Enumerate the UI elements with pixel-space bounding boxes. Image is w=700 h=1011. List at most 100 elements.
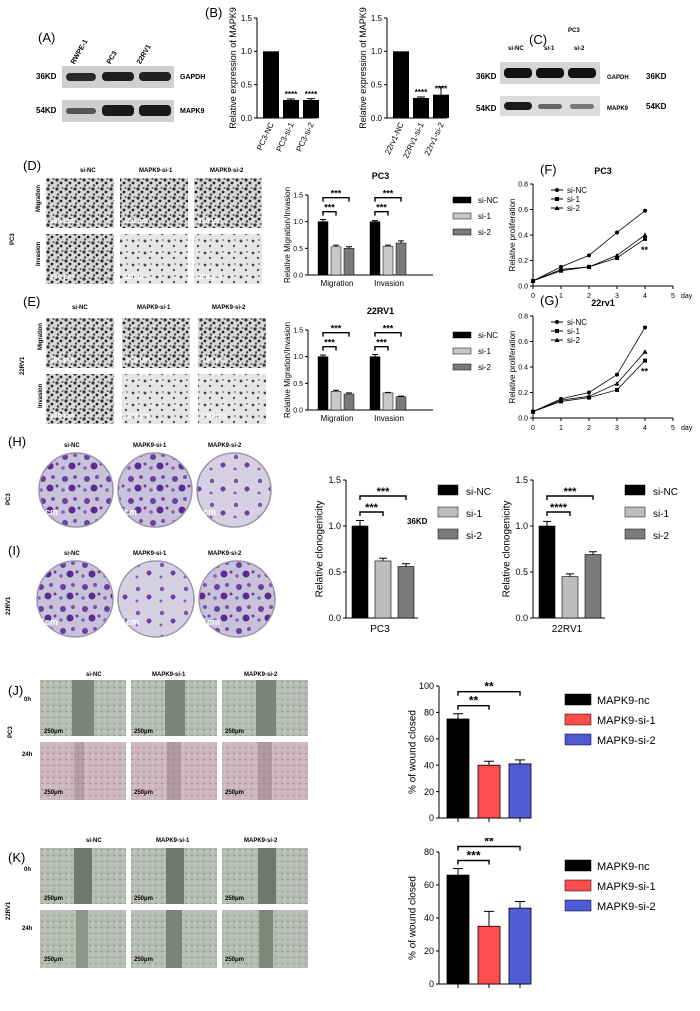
x-tick-label: PC3-si-2 <box>295 121 317 154</box>
chart-i: 0.0 0.5 1.0 1.5 Relative clonogenicity 22RV1 *… <box>502 475 678 635</box>
legend-label: si-1 <box>567 327 580 336</box>
legend-swatch <box>437 506 459 518</box>
data-point <box>643 208 647 213</box>
x-tick-label: PC3-si-1 <box>275 121 297 154</box>
legend-swatch <box>452 196 472 204</box>
band-name: GAPDH <box>180 74 206 81</box>
row-line-label: 22RV1 <box>6 596 12 615</box>
y-tick-label: 80 <box>424 708 434 718</box>
x-tick-label: PC3-NC <box>255 121 276 152</box>
sig-label: ** <box>484 680 494 694</box>
x-tick-label: 4 <box>643 425 647 432</box>
data-point <box>558 266 564 272</box>
legend-label: MAPK9-nc <box>597 695 650 707</box>
col-label: si-NC <box>86 672 102 678</box>
bar <box>317 221 329 276</box>
y-axis-label: Relative Migration/Invasion <box>283 187 292 283</box>
y-tick-label: 0.5 <box>515 567 528 577</box>
y-tick-label: 0.5 <box>293 381 303 388</box>
y-tick-label: 40 <box>424 913 434 923</box>
legend-swatch <box>452 228 472 236</box>
y-axis-label: % of wound closed <box>408 710 419 794</box>
x-tick-label: 1 <box>559 293 563 300</box>
scale-bar-label: 100 μm <box>50 357 75 364</box>
sig-bracket <box>457 845 521 851</box>
bar <box>508 763 532 819</box>
chart-f: 0.0 0.2 0.4 0.6 0.8 Relative proliferation PC3… <box>508 166 693 300</box>
bar <box>397 566 415 619</box>
col-label: si-NC <box>80 168 96 174</box>
data-point <box>615 387 619 392</box>
lane-label: si-2 <box>574 46 585 52</box>
sig-label: *** <box>365 502 379 514</box>
data-point <box>615 255 619 260</box>
panel-label-k: (K) <box>8 850 26 865</box>
legend-swatch <box>564 733 592 746</box>
x-tick-label: Migration <box>321 414 354 423</box>
band-name: MAPK9 <box>607 106 629 112</box>
series-line <box>532 351 646 412</box>
row-line-label: PC3 <box>10 233 16 245</box>
sig-label: *** <box>383 324 394 334</box>
panel-label-g: (G) <box>540 293 559 308</box>
bar <box>477 764 501 819</box>
scale-bar-label: 1cm <box>202 617 221 627</box>
x-tick-label: 0 <box>531 425 535 432</box>
y-tick-label: 0.0 <box>515 613 528 623</box>
y-tick-label: 0.0 <box>518 415 528 422</box>
sig-bracket <box>374 345 389 351</box>
chart-title: 22rv1 <box>591 298 615 308</box>
y-tick-label: 0.0 <box>518 283 528 290</box>
bar <box>382 245 394 276</box>
data-point <box>614 381 620 386</box>
bar <box>283 100 299 118</box>
wound-grid-j <box>40 680 308 800</box>
y-tick-label: 0.8 <box>518 181 528 188</box>
chart-title: 22RV1 <box>367 306 394 316</box>
x-tick-label: Invasion <box>374 279 404 288</box>
col-label: MAPK9-si-1 <box>133 551 167 557</box>
y-tick-label: 0.2 <box>518 390 528 397</box>
chart-title: PC3 <box>372 171 390 181</box>
y-axis-label: Relative proliferation <box>508 331 517 404</box>
y-tick-label: 0.0 <box>293 272 303 279</box>
bar <box>446 874 470 985</box>
x-axis-label: 22RV1 <box>552 624 583 635</box>
legend-swatch <box>624 484 646 496</box>
row-label: 0h <box>24 867 32 873</box>
legend-label: MAPK9-nc <box>597 861 650 873</box>
data-point <box>587 253 591 258</box>
legend-marker <box>555 329 559 333</box>
legend-swatch <box>452 347 472 355</box>
legend-label: si-1 <box>567 195 580 204</box>
bar <box>374 560 392 619</box>
sig-label: **** <box>285 90 298 99</box>
x-tick-label: 3 <box>615 293 619 300</box>
scale-bar-label: 1cm <box>119 507 138 517</box>
scale-bar-label: 100 μm <box>198 274 223 281</box>
x-tick-label: 22rv1-NC <box>383 121 406 156</box>
bar <box>330 391 342 411</box>
gapdh-band <box>500 62 600 84</box>
sig-bracket <box>457 691 521 696</box>
sig-bracket <box>322 331 350 337</box>
scale-bar-label: 250μm <box>225 896 245 902</box>
sig-bracket <box>374 331 402 337</box>
legend-swatch <box>624 528 646 540</box>
panel-label-f: (F) <box>540 162 557 177</box>
data-point <box>559 264 563 269</box>
sig-label: ** <box>641 367 649 377</box>
x-tick-label: 2 <box>587 293 591 300</box>
chart-title: PC3 <box>594 166 612 176</box>
sig-label: *** <box>376 338 387 348</box>
col-label: si-NC <box>86 838 102 844</box>
chart-h: 0.0 0.5 1.0 1.5 Relative clonogenicity PC3 ***… <box>315 475 491 635</box>
data-point <box>586 393 592 399</box>
row-label: 0h <box>24 697 32 703</box>
scale-bar-label: 250μm <box>225 729 245 735</box>
sig-bracket <box>457 859 490 865</box>
panel-label-b: (B) <box>205 5 223 20</box>
y-tick-label: 20 <box>424 946 434 956</box>
bar <box>303 100 319 118</box>
y-tick-label: 20 <box>424 787 434 797</box>
